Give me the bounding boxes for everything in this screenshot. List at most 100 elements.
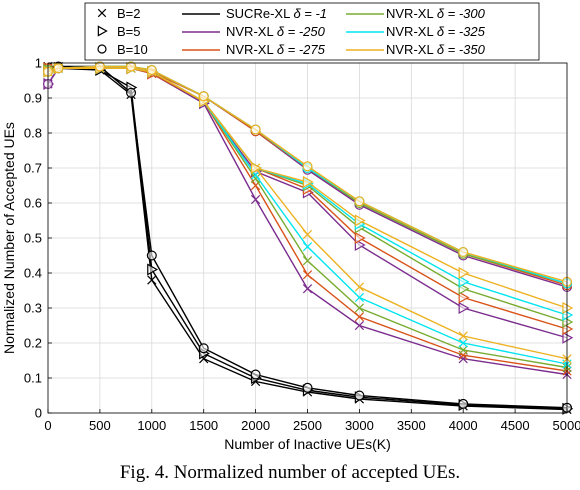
triangle-marker — [562, 308, 574, 322]
x-tick-label: 5000 — [553, 418, 580, 433]
legend-series-delta: δ = -300 — [437, 6, 486, 21]
triangle-marker — [97, 25, 108, 37]
triangle-marker — [458, 282, 470, 295]
triangle-marker — [147, 263, 159, 276]
x-marker — [302, 229, 313, 240]
x-marker — [250, 173, 261, 184]
circle-marker — [198, 343, 209, 354]
triangle-marker — [250, 161, 262, 175]
x-tick-label: 1500 — [189, 418, 218, 433]
x-tick-labels: 0 500 1000 1500 2000 2500 3000 3500 4000 4500 5000 — [44, 418, 580, 433]
legend-box — [84, 2, 540, 61]
axes — [47, 62, 568, 414]
x-tick-label: 3000 — [345, 418, 374, 433]
circle-marker — [97, 44, 107, 54]
x-axis-label: Number of Inactive UEs(K) — [224, 436, 391, 452]
legend-series-name: SUCRe-XL — [226, 6, 293, 21]
triangle-marker — [458, 266, 470, 280]
legend: B=2 B=5 B=10 SUCRe-XL δ = -1 NVR-XL δ = -250… — [84, 2, 540, 61]
legend-series-delta: δ = -275 — [277, 42, 326, 57]
x-marker — [302, 256, 313, 266]
figure-caption: Fig. 4. Normalized number of accepted UE… — [119, 462, 461, 483]
x-marker — [458, 331, 468, 341]
triangle-marker — [354, 238, 366, 252]
circle-marker — [198, 91, 209, 102]
x-marker — [354, 320, 365, 331]
circle-marker — [302, 161, 313, 172]
legend-series-delta: δ = -325 — [437, 24, 486, 39]
x-tick-label: 1000 — [137, 418, 166, 433]
legend-marker-label: B=10 — [117, 42, 148, 57]
x-marker — [97, 8, 107, 18]
x-marker — [302, 270, 313, 280]
x-tick-label: 4000 — [449, 418, 478, 433]
triangle-marker — [562, 301, 574, 315]
y-tick-label: 0.9 — [24, 91, 42, 106]
x-tick-label: 4500 — [501, 418, 530, 433]
x-marker — [354, 312, 365, 322]
circle-marker — [146, 250, 157, 261]
circle-marker — [354, 390, 365, 401]
y-tick-label: 0 — [35, 406, 42, 421]
x-marker — [302, 284, 313, 294]
y-axis-label: Normalized Number of Accepted UEs — [1, 122, 17, 354]
triangle-marker — [458, 301, 470, 315]
triangle-marker — [562, 315, 574, 329]
legend-series-delta: δ = -1 — [293, 6, 327, 21]
triangle-marker — [458, 291, 470, 304]
y-tick-label: 0.5 — [24, 231, 42, 246]
circle-marker — [354, 196, 365, 207]
y-tick-label: 0.8 — [24, 126, 42, 141]
circle-marker — [146, 64, 157, 76]
circle-marker — [250, 124, 261, 135]
circle-marker — [458, 398, 469, 409]
y-tick-label: 0.4 — [24, 266, 42, 281]
series-7 — [43, 62, 574, 336]
circle-marker — [53, 63, 64, 74]
y-tick-label: 0.7 — [24, 161, 42, 176]
circle-marker — [302, 382, 313, 393]
legend-line-label: NVR-XL δ = -325 — [386, 24, 486, 39]
triangle-marker — [562, 322, 574, 336]
circle-marker — [126, 87, 137, 98]
legend-series-name: NVR-XL — [386, 42, 437, 57]
x-marker — [354, 282, 365, 292]
x-marker — [147, 275, 157, 285]
triangle-marker — [354, 231, 366, 245]
y-tick-label: 0.3 — [24, 301, 42, 316]
y-tick-label: 1 — [35, 56, 42, 71]
x-marker — [250, 194, 261, 205]
series-1 — [43, 62, 574, 415]
x-marker — [354, 303, 365, 313]
x-marker — [458, 345, 468, 355]
x-tick-label: 0 — [44, 418, 51, 433]
circle-marker — [458, 246, 469, 258]
x-tick-label: 500 — [89, 418, 111, 433]
legend-series-name: NVR-XL — [386, 6, 437, 21]
legend-series-name: NVR-XL — [226, 24, 277, 39]
y-tick-label: 0.2 — [24, 336, 42, 351]
x-tick-label: 2000 — [241, 418, 270, 433]
legend-line-label: NVR-XL δ = -350 — [386, 42, 486, 57]
legend-series-name: NVR-XL — [386, 24, 437, 39]
y-tick-labels: 0 0.1 0.2 0.3 0.4 0.5 0.6 0.7 0.8 0.9 1 — [24, 56, 42, 421]
legend-marker-label: B=2 — [117, 6, 141, 21]
x-marker — [354, 292, 365, 303]
legend-series-delta: δ = -250 — [277, 24, 326, 39]
legend-marker-label: B=5 — [117, 24, 141, 39]
triangle-marker — [354, 214, 366, 227]
legend-line-label: SUCRe-XL δ = -1 — [226, 6, 327, 21]
x-tick-label: 3500 — [397, 418, 426, 433]
y-tick-label: 0.1 — [24, 371, 42, 386]
circle-marker — [94, 61, 105, 72]
legend-line-label: NVR-XL δ = -300 — [386, 6, 486, 21]
grid — [47, 62, 568, 414]
legend-series-delta: δ = -350 — [437, 42, 486, 57]
line-chart: 0 500 1000 1500 2000 2500 3000 3500 4000 4500 5000… — [1, 2, 580, 452]
triangle-marker — [302, 175, 314, 189]
triangle-marker — [458, 275, 470, 288]
triangle-marker — [562, 331, 574, 344]
legend-line-label: NVR-XL δ = -275 — [226, 42, 326, 57]
x-marker — [302, 242, 313, 252]
x-marker — [458, 338, 468, 348]
